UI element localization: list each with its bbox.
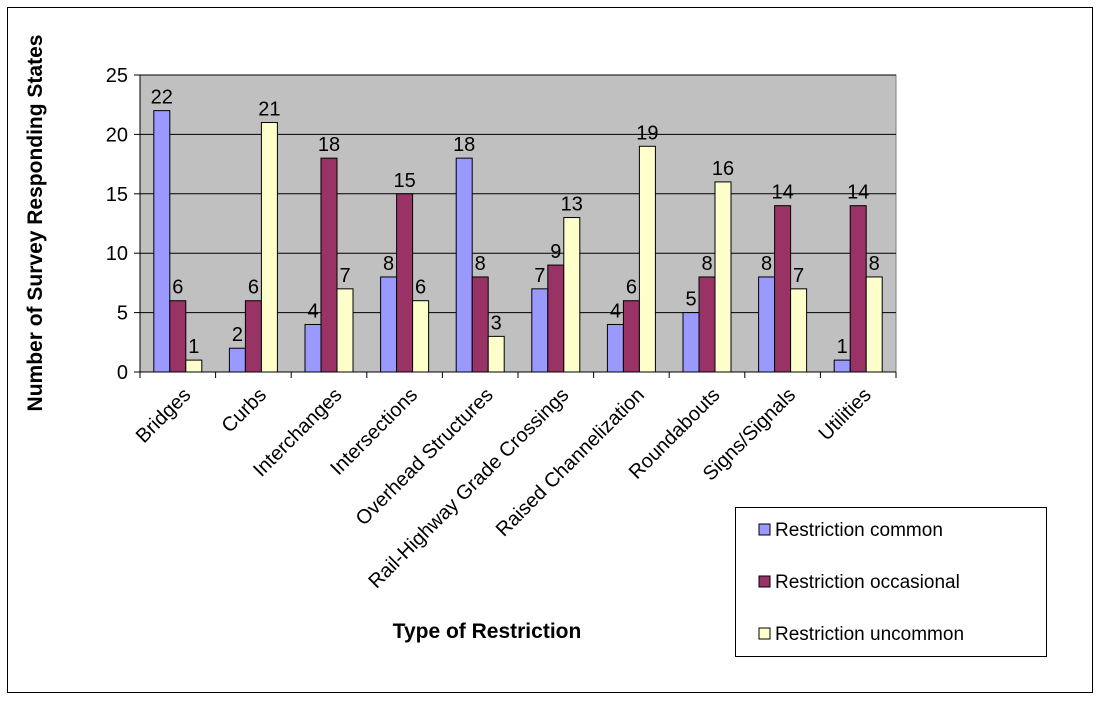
data-label-uncommon: 3 [491, 312, 502, 334]
bar-occasional [547, 264, 565, 373]
data-label-uncommon: 16 [712, 158, 734, 180]
bar-occasional [849, 205, 867, 373]
legend: Restriction common Restriction occasiona… [735, 507, 1047, 657]
data-label-uncommon: 7 [793, 265, 804, 287]
data-label-common: 5 [685, 289, 696, 311]
bar-uncommon [260, 122, 278, 373]
data-label-uncommon: 13 [561, 194, 583, 216]
bar-uncommon [185, 359, 203, 373]
data-label-uncommon: 19 [636, 122, 658, 144]
legend-label-occasional: Restriction occasional [775, 572, 960, 593]
bar-common [682, 312, 700, 373]
data-label-occasional: 18 [318, 134, 340, 156]
bar-uncommon [487, 335, 505, 373]
data-label-common: 1 [837, 336, 848, 358]
data-label-occasional: 8 [701, 253, 712, 275]
legend-label-uncommon: Restriction uncommon [775, 624, 964, 645]
y-tick-labels: 0 5 10 15 20 25 [106, 65, 128, 384]
data-label-occasional: 9 [550, 241, 561, 263]
x-axis-title: Type of Restriction [393, 620, 582, 643]
legend-swatch-occasional [758, 575, 771, 588]
bar-occasional [169, 300, 187, 373]
legend-swatch-uncommon [758, 627, 771, 640]
bar-common [304, 323, 322, 373]
bar-common [228, 347, 246, 373]
data-label-common: 7 [534, 265, 545, 287]
data-label-common: 4 [610, 300, 621, 322]
bar-occasional [244, 300, 262, 373]
data-label-uncommon: 8 [869, 253, 880, 275]
bar-uncommon [563, 217, 581, 373]
data-label-occasional: 15 [393, 170, 415, 192]
data-label-common: 2 [232, 324, 243, 346]
data-label-occasional: 6 [172, 277, 183, 299]
bar-occasional [698, 276, 716, 373]
bar-occasional [471, 276, 489, 373]
bar-common [531, 288, 549, 373]
data-label-common: 8 [761, 253, 772, 275]
y-tick-label: 5 [117, 303, 128, 325]
data-label-uncommon: 7 [339, 265, 350, 287]
data-label-common: 22 [151, 87, 173, 109]
bar-common [606, 323, 624, 373]
bar-uncommon [865, 276, 883, 373]
bar-uncommon [638, 145, 656, 373]
bar-uncommon [790, 288, 808, 373]
data-label-uncommon: 21 [258, 99, 280, 121]
y-axis-title: Number of Survey Responding States [24, 35, 47, 412]
bar-common [758, 276, 776, 373]
legend-box [735, 507, 1047, 657]
bar-common [153, 110, 171, 373]
y-tick-label: 10 [106, 243, 128, 265]
bar-occasional [396, 193, 414, 373]
data-label-uncommon: 6 [415, 277, 426, 299]
data-label-occasional: 6 [248, 277, 259, 299]
data-label-common: 18 [453, 134, 475, 156]
bar-uncommon [412, 300, 430, 373]
data-label-occasional: 14 [847, 182, 869, 204]
data-label-common: 4 [307, 300, 318, 322]
bar-uncommon [714, 181, 732, 373]
y-tick-label: 25 [106, 65, 128, 87]
y-tick-label: 20 [106, 124, 128, 146]
legend-swatch-common [758, 523, 771, 536]
data-label-occasional: 8 [475, 253, 486, 275]
axes [134, 74, 897, 378]
bar-occasional [774, 205, 792, 373]
bar-common [380, 276, 398, 373]
y-tick-label: 15 [106, 184, 128, 206]
data-label-occasional: 14 [771, 182, 793, 204]
bar-common [455, 157, 473, 373]
data-label-occasional: 6 [626, 277, 637, 299]
bar-common [833, 359, 851, 373]
bar-occasional [320, 157, 338, 373]
bar-occasional [622, 300, 640, 373]
bars [153, 110, 883, 373]
data-label-common: 8 [383, 253, 394, 275]
bar-uncommon [336, 288, 354, 373]
data-label-uncommon: 1 [188, 336, 199, 358]
legend-label-common: Restriction common [775, 520, 943, 541]
y-tick-label: 0 [117, 362, 128, 384]
